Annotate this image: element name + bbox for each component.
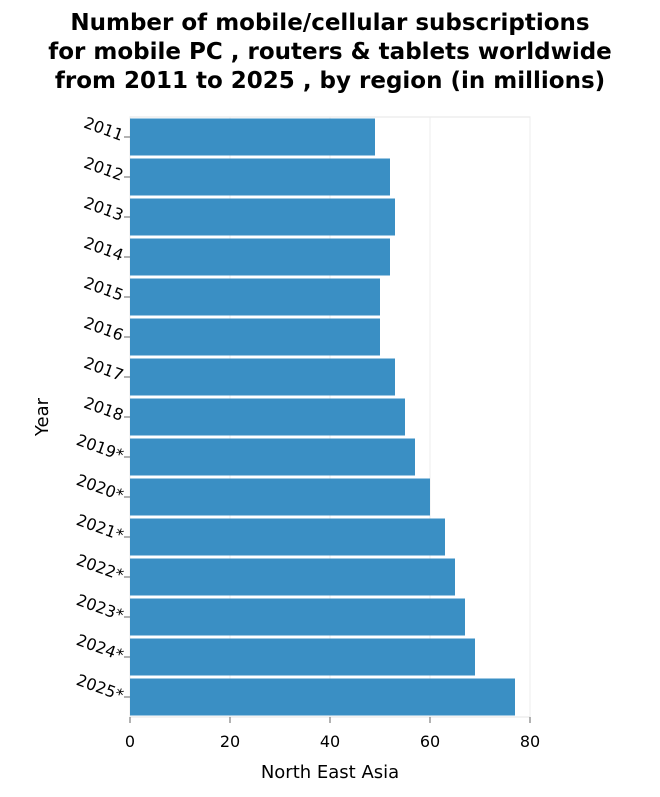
y-axis-ticks: 2011 2012 2013 2014 2015 2016 2017 2018 2019* 202… bbox=[74, 113, 130, 705]
bars bbox=[130, 118, 515, 716]
x-tick-label: 40 bbox=[320, 732, 340, 751]
bar-2018 bbox=[130, 398, 405, 436]
chart-title: Number of mobile/cellular subscriptions … bbox=[48, 10, 612, 94]
y-tick-label: 2020* bbox=[74, 470, 126, 505]
y-tick-label: 2025* bbox=[74, 670, 126, 705]
y-tick-label: 2024* bbox=[74, 630, 126, 665]
x-tick-label: 60 bbox=[420, 732, 440, 751]
x-tick-label: 80 bbox=[520, 732, 540, 751]
bar-2023 bbox=[130, 598, 465, 636]
y-tick-label: 2013 bbox=[81, 193, 126, 225]
x-tick-label: 0 bbox=[125, 732, 135, 751]
bar-2024 bbox=[130, 638, 475, 676]
y-tick-label: 2012 bbox=[81, 153, 126, 185]
x-tick-label: 20 bbox=[220, 732, 240, 751]
bar-2019 bbox=[130, 438, 415, 476]
chart-title-line-2: for mobile PC , routers & tablets worldw… bbox=[48, 39, 612, 65]
y-tick-label: 2018 bbox=[81, 393, 126, 425]
chart-title-line-3: from 2011 to 2025 , by region (in millio… bbox=[55, 68, 605, 94]
chart-title-line-1: Number of mobile/cellular subscriptions bbox=[70, 10, 589, 36]
y-axis-label: Year bbox=[32, 397, 53, 437]
y-tick-label: 2014 bbox=[81, 233, 126, 265]
bar-2011 bbox=[130, 118, 375, 156]
y-tick-label: 2022* bbox=[74, 550, 126, 585]
bar-2017 bbox=[130, 358, 395, 396]
bar-2016 bbox=[130, 318, 380, 356]
y-tick-label: 2015 bbox=[81, 273, 126, 305]
x-axis-ticks: 0 20 40 60 80 bbox=[125, 717, 540, 751]
bar-2012 bbox=[130, 158, 390, 196]
bar-2015 bbox=[130, 278, 380, 316]
y-tick-label: 2016 bbox=[81, 313, 126, 345]
y-tick-label: 2017 bbox=[81, 353, 126, 385]
y-tick-label: 2021* bbox=[74, 510, 126, 545]
bar-2020 bbox=[130, 478, 430, 516]
bar-2021 bbox=[130, 518, 445, 556]
y-tick-label: 2023* bbox=[74, 590, 126, 625]
bar-2013 bbox=[130, 198, 395, 236]
x-axis-label: North East Asia bbox=[261, 762, 399, 783]
y-tick-label: 2019* bbox=[74, 430, 126, 465]
y-tick-label: 2011 bbox=[81, 113, 126, 145]
bar-2022 bbox=[130, 558, 455, 596]
bar-2025 bbox=[130, 678, 515, 716]
bar-2014 bbox=[130, 238, 390, 276]
